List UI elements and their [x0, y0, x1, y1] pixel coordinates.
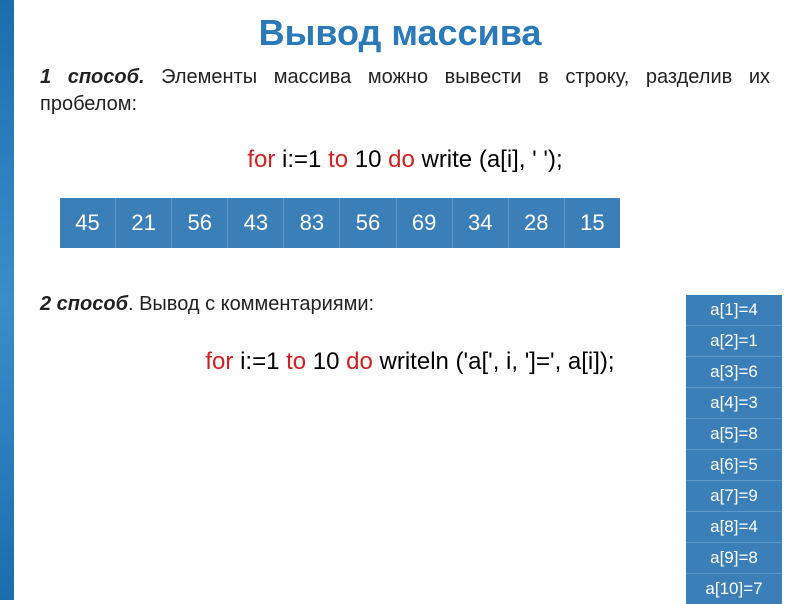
content-area: 1 способ. Элементы массива можно вывести…	[0, 64, 800, 376]
kw-for-1: for	[247, 146, 275, 173]
code-mid2-2: 10	[306, 348, 346, 375]
code-mid1-2: i:=1	[233, 348, 286, 375]
kw-to-2: to	[286, 348, 306, 375]
v-array-cell: a[7]=9	[686, 481, 782, 512]
array-cell: 34	[453, 198, 509, 248]
method1-label: 1 способ.	[40, 66, 145, 88]
array-cell: 15	[565, 198, 620, 248]
v-array-cell: a[4]=3	[686, 388, 782, 419]
array-cell: 21	[116, 198, 172, 248]
method1-code: for i:=1 to 10 do write (a[i], ' ');	[40, 146, 770, 174]
horizontal-array: 45 21 56 43 83 56 69 34 28 15	[60, 198, 620, 248]
code-mid1-1: i:=1	[275, 146, 328, 173]
page-title: Вывод массива	[0, 0, 800, 64]
vertical-array: a[1]=4 a[2]=1 a[3]=6 a[4]=3 a[5]=8 a[6]=…	[686, 295, 782, 604]
array-cell: 28	[509, 198, 565, 248]
kw-to-1: to	[328, 146, 348, 173]
kw-do-1: do	[388, 146, 415, 173]
v-array-cell: a[6]=5	[686, 450, 782, 481]
v-array-cell: a[9]=8	[686, 543, 782, 574]
kw-for-2: for	[205, 348, 233, 375]
array-cell: 45	[60, 198, 116, 248]
left-accent-bar	[0, 0, 14, 600]
method2-description: 2 способ. Вывод с комментариями:	[40, 293, 770, 316]
array-cell: 56	[340, 198, 396, 248]
code-mid2-1: 10	[348, 146, 388, 173]
v-array-cell: a[8]=4	[686, 512, 782, 543]
array-cell: 83	[284, 198, 340, 248]
v-array-cell: a[5]=8	[686, 419, 782, 450]
v-array-cell: a[1]=4	[686, 295, 782, 326]
kw-do-2: do	[346, 348, 373, 375]
code-end-2: writeln ('a[', i, ']=', a[i]);	[373, 348, 615, 375]
array-cell: 56	[172, 198, 228, 248]
method2-label: 2 способ	[40, 293, 128, 315]
code-end-1: write (a[i], ' ');	[415, 146, 563, 173]
method1-text: Элементы массива можно вывести в строку,…	[40, 66, 770, 115]
method2-code: for i:=1 to 10 do writeln ('a[', i, ']='…	[40, 348, 770, 376]
array-cell: 43	[228, 198, 284, 248]
v-array-cell: a[3]=6	[686, 357, 782, 388]
method1-description: 1 способ. Элементы массива можно вывести…	[40, 64, 770, 118]
method2-text: . Вывод с комментариями:	[128, 293, 374, 315]
array-cell: 69	[397, 198, 453, 248]
v-array-cell: a[2]=1	[686, 326, 782, 357]
